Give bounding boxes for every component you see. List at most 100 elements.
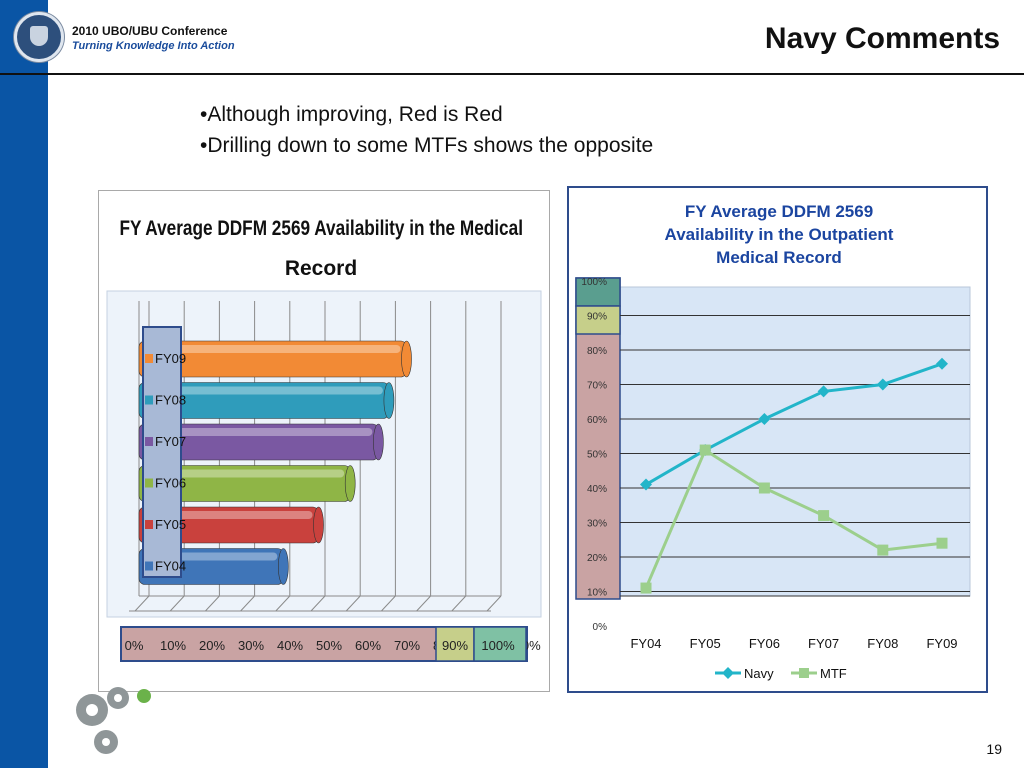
bar-highlight — [143, 428, 373, 436]
slide-title: Navy Comments — [764, 22, 1000, 55]
left-accent-bar — [0, 0, 48, 768]
header-divider — [0, 73, 1024, 75]
bar-gridline-depth — [240, 595, 255, 612]
conference-name: 2010 UBO/UBU Conference — [72, 24, 228, 38]
line-x-tick-label: FY09 — [926, 636, 957, 651]
dod-seal-icon — [14, 12, 64, 62]
line-chart-title-line3: Medical Record — [716, 248, 842, 267]
tick-highlight — [575, 305, 621, 335]
bar-x-tick-label: 0% — [125, 638, 144, 653]
bar-x-tick-label: 100% — [481, 638, 515, 653]
series-mtf-point — [758, 482, 770, 494]
bar-x-ticks: 0%10%20%30%40%50%60%70%80%90%100%90%100% — [125, 626, 541, 662]
line-y-tick-label: 50% — [587, 450, 607, 461]
bar-end-cap — [278, 548, 289, 585]
turning-knowledge-logo — [76, 687, 151, 754]
legend-marker — [722, 667, 734, 679]
line-y-tick-label: 70% — [587, 381, 607, 392]
line-x-tick-label: FY08 — [867, 636, 898, 651]
line-legend: Navy MTF — [715, 666, 847, 681]
line-y-tick-label: 30% — [587, 519, 607, 530]
bar-end-cap — [373, 423, 384, 461]
bar-gridline-depth — [451, 595, 467, 612]
bar-highlight — [143, 345, 401, 353]
bar-gridline-depth — [381, 595, 396, 612]
medical-record-bar-chart: FY Average DDFM 2569 Availability in the… — [98, 190, 550, 692]
bar-gridline-depth — [416, 595, 431, 612]
bar-x-tick-label: 30% — [238, 638, 264, 653]
outpatient-line-chart: FY Average DDFM 2569 Availability in the… — [567, 186, 988, 693]
line-y-tick-label: 60% — [587, 415, 607, 426]
line-plot-area — [619, 286, 971, 597]
bar-x-tick-label: 50% — [316, 638, 342, 653]
line-chart-title-line2: Availability in the Outpatient — [665, 225, 894, 244]
bar-x-tick-label: 60% — [355, 638, 381, 653]
bar-x-tick-label: 10% — [160, 638, 186, 653]
bar-category-label: FY06 — [155, 476, 186, 491]
bar-category-labels: FY04 FY05 FY06 FY07 FY08 FY09 — [142, 326, 186, 578]
line-chart-svg: FY Average DDFM 2569 Availability in the… — [575, 202, 971, 681]
series-mtf-line — [644, 447, 943, 589]
bar-highlight — [143, 511, 313, 519]
bar-gridline-depth — [205, 595, 220, 612]
bar-x-tick-label: 70% — [394, 638, 420, 653]
bar-highlight — [143, 386, 383, 395]
line-y-tick-label: 100% — [581, 277, 607, 288]
bar-category-label: FY08 — [155, 393, 186, 408]
line-x-tick-label: FY05 — [690, 636, 721, 651]
bar-category-label: FY05 — [155, 517, 186, 532]
bar-end-cap — [401, 340, 412, 378]
bar-category-label: FY07 — [155, 434, 186, 449]
bar-chart-title-line1: FY Average DDFM 2569 Availability in the… — [119, 218, 523, 241]
bar-end-cap — [344, 465, 356, 502]
line-y-tick-label: 10% — [587, 588, 607, 599]
page-number: 19 — [986, 741, 1002, 757]
bar-chart-svg: FY Average DDFM 2569 Availability in the… — [106, 218, 542, 662]
bar-x-tick-label: 20% — [199, 638, 225, 653]
conference-tagline: Turning Knowledge Into Action — [72, 40, 235, 52]
series-mtf-point — [640, 582, 652, 594]
bar-end-cap — [313, 506, 324, 544]
series-navy-point — [936, 357, 948, 370]
bullet-item: •Drilling down to some MTFs shows the op… — [200, 134, 654, 157]
tick-highlight — [575, 277, 621, 307]
category-swatch — [145, 437, 153, 446]
bar-category-label: FY04 — [155, 559, 186, 574]
bar-gridline-depth — [134, 595, 150, 612]
series-mtf-point — [936, 537, 948, 549]
bar-gridline-depth — [310, 595, 326, 612]
line-y-tick-label: 0% — [593, 622, 608, 633]
series-navy-line — [645, 362, 943, 486]
bar-gridline-depth — [345, 595, 361, 612]
tick-highlight — [435, 626, 475, 662]
category-swatch — [145, 354, 153, 363]
bullet-item: •Although improving, Red is Red — [200, 103, 503, 126]
category-swatch — [145, 561, 153, 571]
legend-label: Navy — [744, 666, 774, 681]
series-navy-point — [640, 478, 652, 491]
line-x-tick-label: FY06 — [749, 636, 780, 651]
line-y-tick-label: 80% — [587, 346, 607, 357]
line-x-ticks: FY04 FY05 FY06 FY07 FY08 FY09 — [630, 636, 957, 651]
tick-highlight — [473, 626, 527, 662]
category-swatch — [145, 395, 153, 405]
series-mtf-point — [818, 510, 830, 522]
line-series — [640, 357, 948, 594]
category-swatch — [145, 478, 153, 488]
line-grid: 0% 10% 20% 30% 40% 50% 60% 70% 80% 90% 100% — [575, 277, 970, 633]
bar-chart-title-line2: Record — [285, 257, 357, 280]
bar-end-cap — [383, 382, 395, 419]
series-navy-point — [758, 413, 771, 425]
line-y-tick-label: 20% — [587, 553, 607, 564]
series-mtf-point — [699, 444, 711, 456]
bar-gridline-depth — [275, 595, 291, 612]
line-y-tick-label: 90% — [587, 312, 607, 323]
bar-gridline-depth — [169, 595, 185, 612]
bullet-list: •Although improving, Red is Red •Drillin… — [200, 99, 653, 161]
bar-category-label: FY09 — [155, 351, 186, 366]
bar-gridline-depth — [486, 595, 502, 612]
category-band — [142, 326, 182, 578]
line-x-tick-label: FY04 — [630, 636, 661, 651]
line-y-tick-label: 40% — [587, 484, 607, 495]
bar-x-tick-label: 90% — [442, 638, 468, 653]
